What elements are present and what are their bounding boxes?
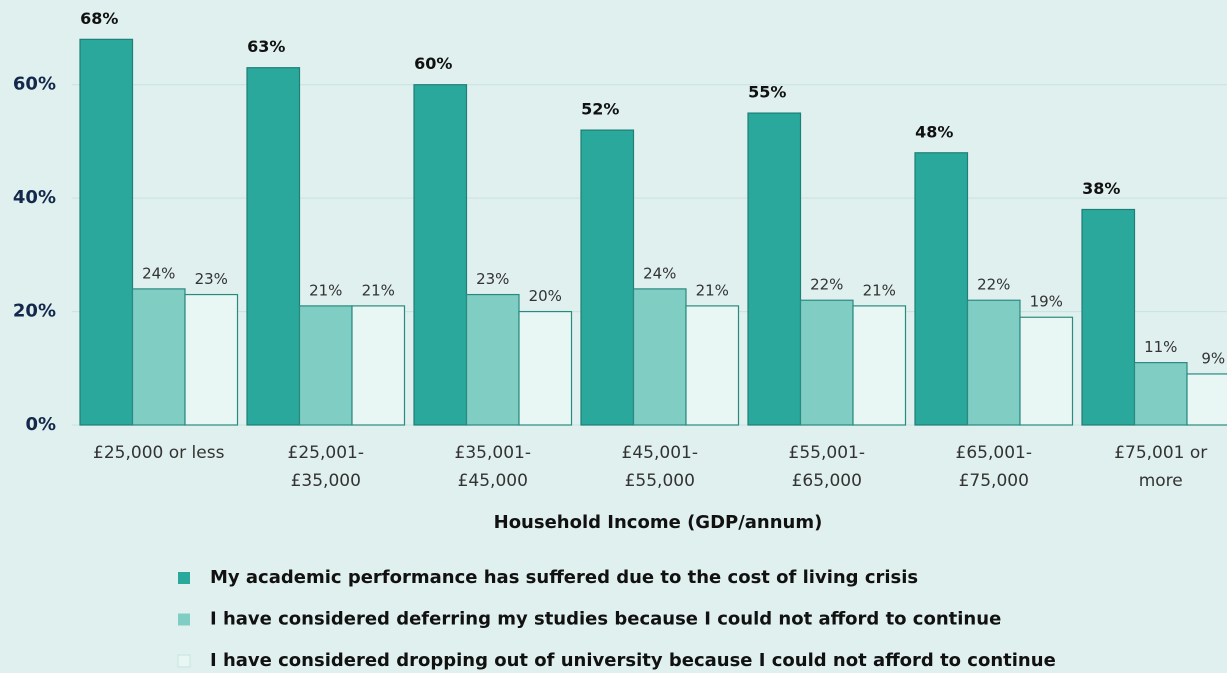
bar xyxy=(184,293,239,426)
value-label: 21% xyxy=(362,281,395,299)
bar xyxy=(246,67,301,426)
bar xyxy=(79,38,134,426)
value-label: 21% xyxy=(863,281,896,299)
y-tick-label: 0% xyxy=(25,414,56,435)
value-label: 22% xyxy=(810,276,843,294)
value-label: 9% xyxy=(1201,349,1225,367)
y-tick-label: 20% xyxy=(13,301,56,322)
value-label: 60% xyxy=(414,54,452,73)
bar xyxy=(685,305,740,426)
y-tick-label: 40% xyxy=(13,187,56,208)
value-label: 19% xyxy=(1030,293,1063,311)
bar xyxy=(298,305,353,426)
x-tick-label: £65,000 xyxy=(792,471,862,491)
value-label: 24% xyxy=(643,264,676,282)
bar xyxy=(518,310,573,426)
y-tick-label: 60% xyxy=(13,74,56,95)
value-label: 20% xyxy=(529,287,562,305)
bar xyxy=(580,129,635,426)
legend-swatch xyxy=(178,572,190,584)
bar xyxy=(966,299,1021,426)
bar xyxy=(131,288,186,426)
bar xyxy=(632,288,687,426)
x-tick-label: £65,001- xyxy=(956,443,1032,463)
x-tick-label: £75,000 xyxy=(959,471,1029,491)
x-tick-label: £55,001- xyxy=(789,443,865,463)
legend-label: I have considered deferring my studies b… xyxy=(210,609,1001,630)
value-label: 21% xyxy=(696,281,729,299)
bar xyxy=(413,84,468,426)
x-tick-label: £25,001- xyxy=(288,443,364,463)
bar xyxy=(465,293,520,426)
bar xyxy=(852,305,907,426)
x-tick-label: £35,001- xyxy=(455,443,531,463)
x-tick-label: £45,000 xyxy=(458,471,528,491)
x-tick-label: £25,000 or less xyxy=(93,443,225,463)
value-label: 11% xyxy=(1144,338,1177,356)
x-tick-label: more xyxy=(1139,471,1183,491)
value-label: 24% xyxy=(142,264,175,282)
value-label: 68% xyxy=(80,9,118,28)
value-label: 63% xyxy=(247,37,285,56)
bar xyxy=(1133,362,1188,426)
value-label: 48% xyxy=(915,122,953,141)
bar xyxy=(1186,373,1227,426)
value-label: 23% xyxy=(195,270,228,288)
bar xyxy=(799,299,854,426)
x-axis-title: Household Income (GDP/annum) xyxy=(494,512,823,533)
value-label: 52% xyxy=(581,100,619,119)
bar xyxy=(351,305,406,426)
value-label: 23% xyxy=(476,270,509,288)
value-label: 21% xyxy=(309,281,342,299)
x-tick-label: £75,001 or xyxy=(1114,443,1207,463)
legend-swatch xyxy=(177,654,191,668)
bar xyxy=(1081,208,1136,426)
value-label: 55% xyxy=(748,83,786,102)
bar xyxy=(747,112,802,426)
bar xyxy=(1019,316,1074,426)
x-tick-label: £55,000 xyxy=(625,471,695,491)
value-label: 22% xyxy=(977,276,1010,294)
x-tick-label: £45,001- xyxy=(622,443,698,463)
bar xyxy=(914,152,969,426)
legend-swatch xyxy=(178,613,190,626)
legend-label: My academic performance has suffered due… xyxy=(210,567,918,588)
value-label: 38% xyxy=(1082,179,1120,198)
x-tick-label: £35,000 xyxy=(291,471,361,491)
legend-label: I have considered dropping out of univer… xyxy=(210,650,1056,671)
